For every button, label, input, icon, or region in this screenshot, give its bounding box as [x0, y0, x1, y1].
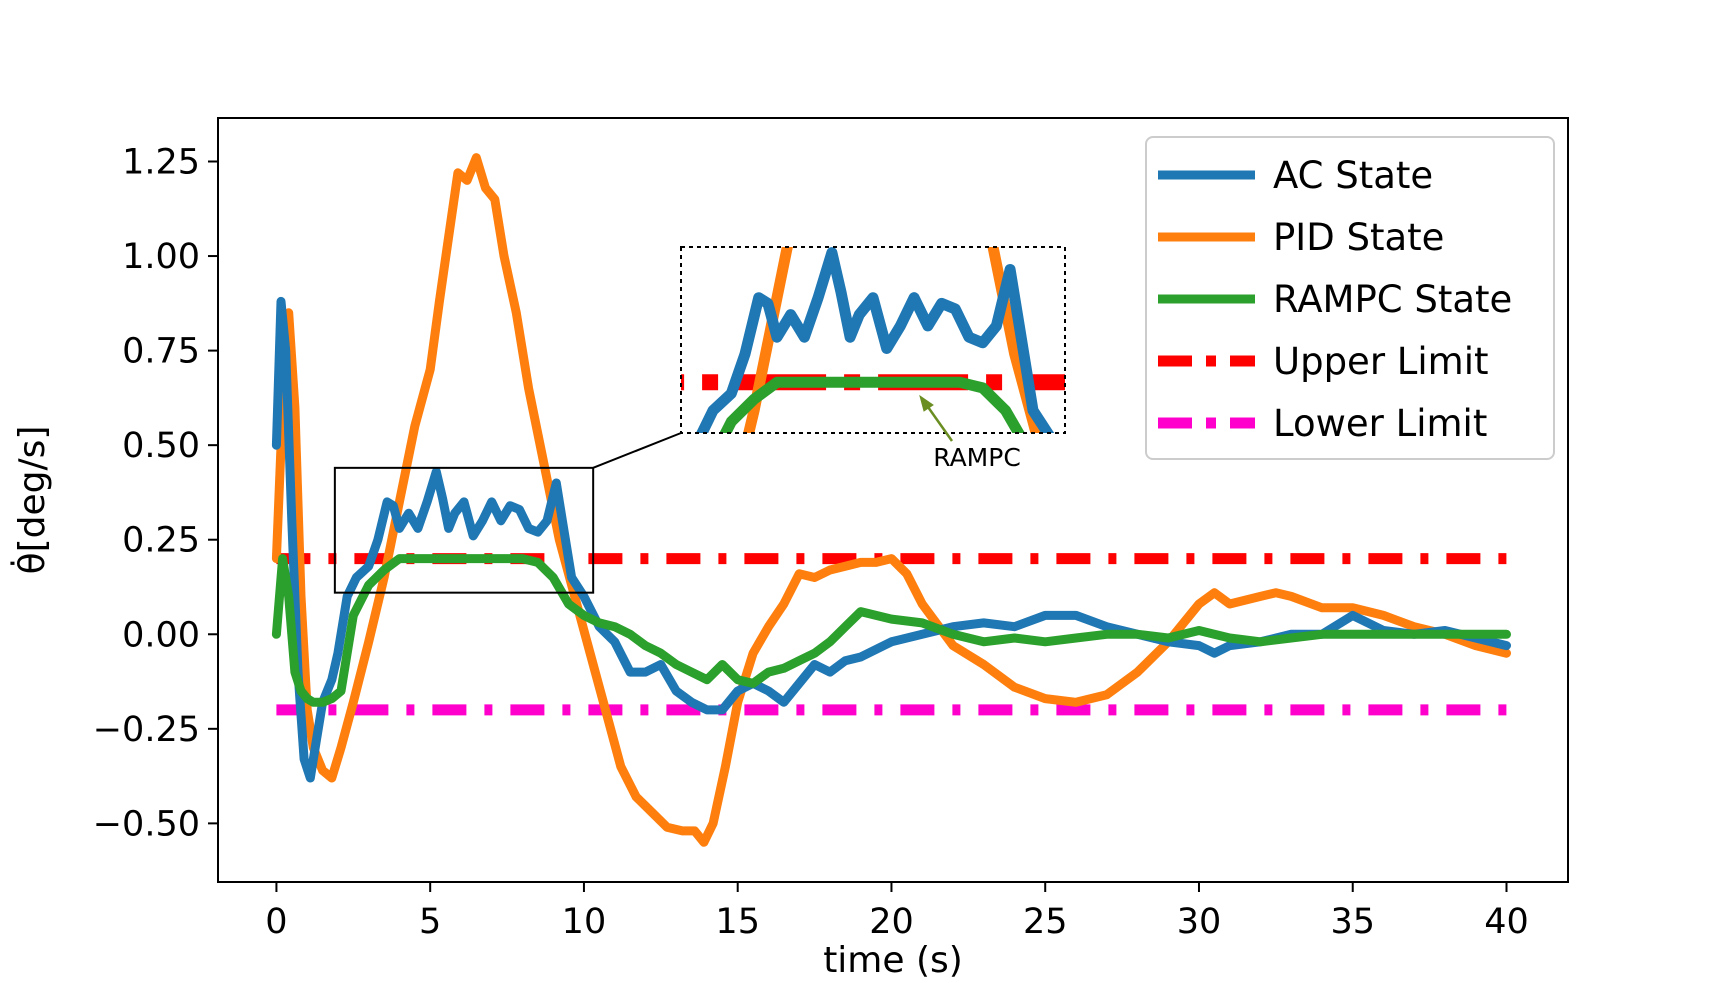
- inset-series-line-pid-state: [743, 247, 1042, 433]
- series-line-pid-state: [271, 153, 1511, 847]
- zoom-region-layer: [333, 432, 682, 594]
- x-axis-label: time (s): [823, 940, 963, 978]
- x-tick-label: 20: [869, 902, 914, 942]
- legend-label-upper-limit: Upper Limit: [1273, 340, 1489, 383]
- zoom-connector-line: [592, 432, 682, 469]
- legend-label-rampc-state: RAMPC State: [1273, 278, 1512, 321]
- y-tick-label: 1.25: [122, 142, 200, 182]
- x-tick-label: 40: [1484, 902, 1529, 942]
- y-tick-label: 1.00: [122, 237, 200, 277]
- inset-series-line-rampc-state: [719, 376, 1025, 433]
- y-tick-label: 0.75: [122, 332, 200, 372]
- series-layer: [271, 153, 1511, 847]
- legend: AC State PID State RAMPC State Upper Limit L…: [1145, 136, 1555, 460]
- x-tick-label: 15: [715, 902, 760, 942]
- inset-layer: RAMPC: [680, 246, 1066, 472]
- y-tick-label: 0.25: [122, 521, 200, 561]
- y-tick-label: −0.50: [93, 804, 200, 844]
- y-tick-label: 0.50: [122, 426, 200, 466]
- series-line-rampc-state: [271, 554, 1511, 707]
- zoom-region-box: [333, 466, 595, 594]
- plot-frame: [217, 117, 1569, 883]
- inset-series-layer: [681, 247, 1065, 433]
- x-tick-label: 10: [562, 902, 607, 942]
- x-tick-label: 5: [419, 902, 441, 942]
- legend-box: [1145, 136, 1555, 460]
- y-tick-label: −0.25: [93, 710, 200, 750]
- y-tick-label: 0.00: [122, 615, 200, 655]
- y-axis-label: θ̇[deg/s]: [9, 426, 53, 575]
- legend-label-lower-limit: Lower Limit: [1273, 402, 1487, 445]
- legend-label-ac-state: AC State: [1273, 154, 1433, 197]
- x-tick-label: 25: [1023, 902, 1068, 942]
- x-tick-label: 30: [1177, 902, 1222, 942]
- legend-label-pid-state: PID State: [1273, 216, 1444, 259]
- x-tick-label: 35: [1330, 902, 1375, 942]
- x-tick-label: 0: [265, 902, 287, 942]
- annotation-label: RAMPC: [933, 443, 1021, 472]
- axes-layer: 0 5 10 15 20 25 30 35 40 1.25 1.00 0.75 0.50 0.25 0.00…: [93, 142, 1529, 942]
- annotation-arrow-shaft: [926, 406, 954, 442]
- inset-series-line-ac-state: [695, 247, 1055, 433]
- annotation-arrow-head: [919, 394, 934, 412]
- inset-frame: [680, 246, 1066, 434]
